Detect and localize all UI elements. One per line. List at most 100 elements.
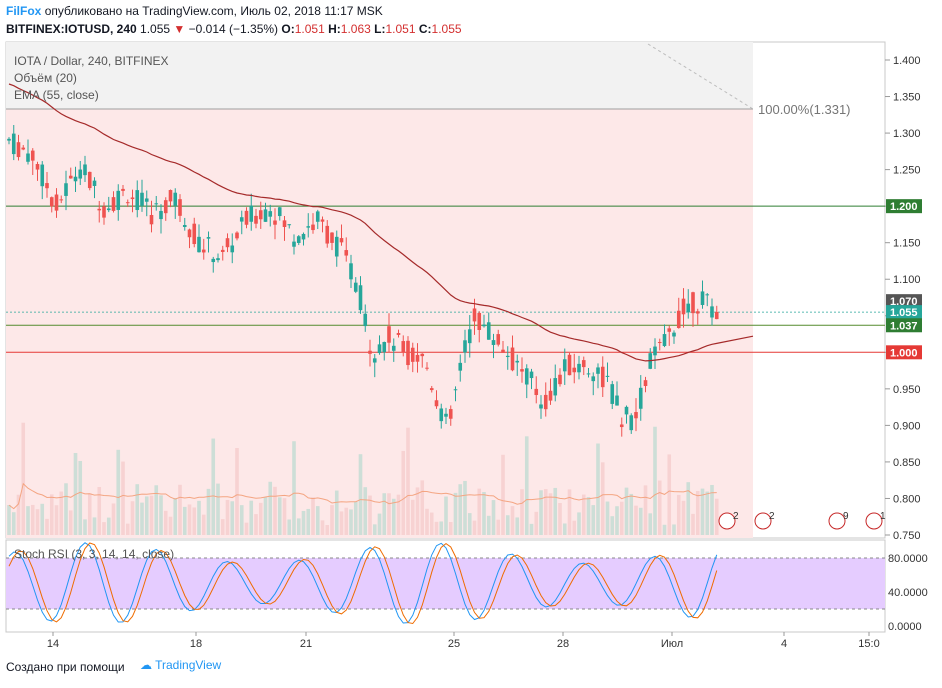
event-flag-icon[interactable] <box>828 512 846 530</box>
volume-bar <box>391 498 396 535</box>
low-value: 1.051 <box>385 22 416 36</box>
candle-body <box>211 258 216 263</box>
time-tick-label: Июл <box>661 638 683 650</box>
candle-body <box>657 342 662 344</box>
candle-body <box>296 236 301 243</box>
candle-body <box>154 203 159 205</box>
author-name[interactable]: FilFox <box>6 4 42 18</box>
volume-bar <box>695 491 700 535</box>
candle-body <box>534 388 539 396</box>
candle-body <box>35 164 40 170</box>
event-flag-icon[interactable] <box>718 512 736 530</box>
candle-body <box>111 197 116 211</box>
volume-bar <box>254 514 258 535</box>
candle-body <box>482 324 486 327</box>
price-tick-label: 1.250 <box>893 165 921 177</box>
stoch-axis: 0.0000 40.0000 80.0000 <box>888 553 928 633</box>
legend-volume: Объём (20) <box>14 71 77 85</box>
open-value: 1.051 <box>294 22 325 36</box>
stoch-tick-label: 40.0000 <box>888 587 928 599</box>
candle-body <box>68 175 73 179</box>
volume-bar <box>140 502 144 535</box>
stoch-tick-label: 80.0000 <box>888 553 928 565</box>
candle-body <box>472 308 477 322</box>
candle-body <box>615 395 619 406</box>
volume-bar <box>206 488 211 535</box>
volume-bar <box>225 499 230 535</box>
volume-bar <box>273 486 277 535</box>
event-count: 2 <box>733 511 739 522</box>
candle-body <box>159 210 163 220</box>
candle-body <box>629 415 634 431</box>
candle-body <box>135 190 140 211</box>
candle-body <box>596 367 600 374</box>
candle-body <box>263 209 268 222</box>
volume-bar <box>591 505 596 535</box>
volume-bar <box>572 520 577 535</box>
event-flag-icon[interactable] <box>754 512 772 530</box>
candle-body <box>244 210 249 225</box>
volume-bar <box>182 506 187 535</box>
volume-bar <box>54 505 59 535</box>
candle-body <box>268 211 273 217</box>
volume-bar <box>220 519 225 535</box>
volume-bar <box>453 492 458 535</box>
event-markers[interactable]: 2 2 9 1 <box>718 511 886 530</box>
candle-body <box>382 342 387 353</box>
candle-body <box>529 371 534 379</box>
candle-body <box>491 340 496 345</box>
candle-body <box>220 249 225 252</box>
time-tick-label: 18 <box>190 638 202 650</box>
candle-body <box>235 232 239 239</box>
candle-body <box>695 311 700 314</box>
volume-bar <box>653 426 657 535</box>
volume-bar <box>173 498 178 535</box>
volume-bar <box>444 496 448 535</box>
fib-label: 100.00%(1.331) <box>758 102 851 117</box>
candle-body <box>339 238 344 243</box>
volume-bar <box>681 500 686 535</box>
price-tag <box>886 305 922 320</box>
volume-bar <box>16 494 21 535</box>
candle-body <box>553 378 558 396</box>
candle-body <box>406 340 410 366</box>
volume-bar <box>239 505 244 535</box>
volume-bar <box>277 497 282 535</box>
candle-body <box>619 424 624 428</box>
candle-body <box>7 138 11 141</box>
volume-bar <box>529 523 534 535</box>
volume-bar <box>615 506 619 535</box>
price-tick-label: 0.750 <box>893 530 921 542</box>
tradingview-logo[interactable]: ☁ TradingView <box>140 658 221 672</box>
candle-body <box>325 225 330 244</box>
symbol-label: BITFINEX:IOTUSD, 240 <box>6 22 137 36</box>
chart-area[interactable]: 100.00%(1.331) 0.750 0.800 0.850 0.900 0.950… <box>0 0 942 650</box>
volume-bar <box>496 519 501 535</box>
volume-bar <box>121 461 125 535</box>
volume-bar <box>135 484 140 535</box>
volume-bar <box>102 522 106 535</box>
last-price: 1.055 <box>140 22 171 36</box>
event-flag-icon[interactable] <box>865 512 883 530</box>
candle-body <box>163 200 168 214</box>
volume-bar <box>163 510 168 535</box>
volume-bar <box>334 490 339 535</box>
volume-bar <box>192 507 197 535</box>
volume-bar <box>505 515 510 535</box>
candle-body <box>78 169 83 179</box>
stoch-k-line <box>8 542 718 624</box>
candle-body <box>653 346 657 356</box>
volume-bar <box>482 492 486 535</box>
candle-body <box>600 366 605 388</box>
time-axis[interactable]: 14 18 21 25 28 Июл 4 15:0 <box>47 632 880 650</box>
volume-bar <box>78 460 83 535</box>
fib-zone-grey <box>6 42 753 109</box>
volume-bar <box>26 506 30 535</box>
volume-bar <box>448 522 453 535</box>
candle-body <box>201 249 206 253</box>
publish-info: FilFox опубликовано на TradingView.com, … <box>6 4 383 18</box>
volume-bar <box>624 487 629 535</box>
published-text: опубликовано на TradingView.com, Июль 02… <box>44 4 383 18</box>
candle-body <box>510 347 515 371</box>
volume-bar <box>406 427 410 535</box>
